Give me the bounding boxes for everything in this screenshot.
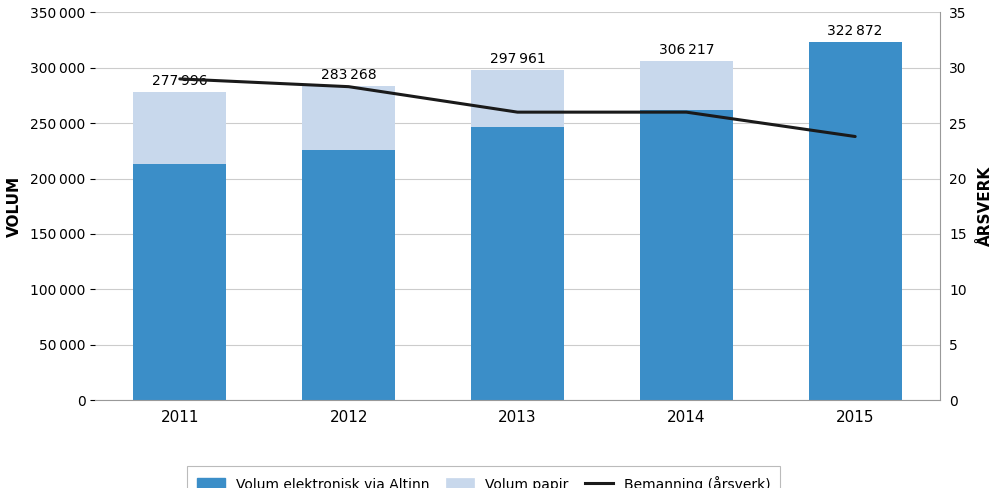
Bar — [302, 86, 395, 150]
Legend: Volum elektronisk via Altinn, Volum papir, Bemanning (årsverk): Volum elektronisk via Altinn, Volum papi… — [187, 467, 780, 488]
Bar — [302, 150, 395, 400]
Text: 283 268: 283 268 — [321, 68, 376, 82]
Bar — [471, 126, 564, 400]
Text: 277 996: 277 996 — [152, 74, 208, 88]
Bar — [133, 164, 226, 400]
Text: 306 217: 306 217 — [659, 42, 714, 57]
Text: 322 872: 322 872 — [827, 24, 883, 38]
Y-axis label: ÅRSVERK: ÅRSVERK — [978, 166, 993, 246]
Y-axis label: VOLUM: VOLUM — [7, 176, 22, 237]
Bar — [471, 70, 564, 126]
Bar — [640, 61, 733, 110]
Bar — [809, 42, 902, 400]
Text: 297 961: 297 961 — [490, 52, 545, 66]
Bar — [640, 110, 733, 400]
Bar — [133, 92, 226, 164]
